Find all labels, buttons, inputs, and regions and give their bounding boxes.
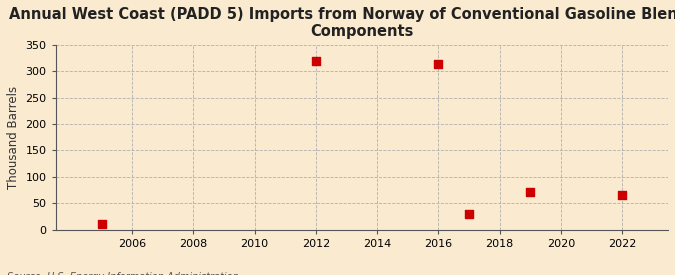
Point [525,189,536,194]
Title: Annual West Coast (PADD 5) Imports from Norway of Conventional Gasoline Blending: Annual West Coast (PADD 5) Imports from … [9,7,675,39]
Point [617,193,628,198]
Point [96,222,107,227]
Point [433,62,443,67]
Point [310,58,321,63]
Point [464,212,475,216]
Y-axis label: Thousand Barrels: Thousand Barrels [7,86,20,189]
Text: Source: U.S. Energy Information Administration: Source: U.S. Energy Information Administ… [7,273,238,275]
